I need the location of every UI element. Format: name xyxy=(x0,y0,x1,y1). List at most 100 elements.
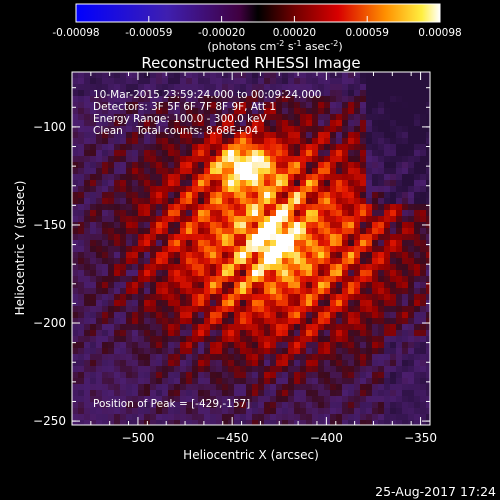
heatmap-cell xyxy=(84,384,91,391)
heatmap-cell xyxy=(288,402,295,409)
heatmap-cell xyxy=(336,396,343,403)
heatmap-cell xyxy=(264,270,271,277)
heatmap-cell xyxy=(414,348,421,355)
heatmap-cell xyxy=(192,282,199,289)
heatmap-cell xyxy=(138,198,145,205)
heatmap-cell xyxy=(156,120,163,127)
heatmap-cell xyxy=(204,294,211,301)
heatmap-cell xyxy=(78,402,85,409)
heatmap-cell xyxy=(72,102,79,109)
heatmap-cell xyxy=(270,408,277,415)
heatmap-cell xyxy=(126,264,133,271)
heatmap-cell xyxy=(348,114,355,121)
heatmap-cell xyxy=(270,306,277,313)
heatmap-cell xyxy=(354,378,361,385)
heatmap-cell xyxy=(354,246,361,253)
heatmap-cell xyxy=(318,228,325,235)
heatmap-cell xyxy=(300,132,307,139)
heatmap-cell xyxy=(228,210,235,217)
heatmap-cell xyxy=(246,342,253,349)
heatmap-cell xyxy=(402,150,409,157)
heatmap-cell xyxy=(306,72,313,79)
heatmap-cell xyxy=(114,318,121,325)
heatmap-cell xyxy=(90,300,97,307)
heatmap-cell xyxy=(294,408,301,415)
heatmap-cell xyxy=(96,120,103,127)
heatmap-cell xyxy=(408,378,415,385)
heatmap-cell xyxy=(330,378,337,385)
heatmap-cell xyxy=(324,174,331,181)
heatmap-cell xyxy=(312,300,319,307)
heatmap-cell xyxy=(264,126,271,133)
heatmap-cell xyxy=(96,126,103,133)
heatmap-cell xyxy=(294,402,301,409)
heatmap-cell xyxy=(198,342,205,349)
heatmap-cell xyxy=(246,366,253,373)
heatmap-cell xyxy=(426,240,430,247)
heatmap-cell xyxy=(78,252,85,259)
x-tick-label: −400 xyxy=(310,431,343,445)
heatmap-cell xyxy=(384,336,391,343)
heatmap-cell xyxy=(180,246,187,253)
heatmap-cell xyxy=(294,318,301,325)
heatmap-cell xyxy=(378,126,385,133)
heatmap-cell xyxy=(222,372,229,379)
heatmap-cell xyxy=(258,72,265,79)
heatmap-cell xyxy=(132,282,139,289)
heatmap-cell xyxy=(276,132,283,139)
heatmap-cell xyxy=(114,216,121,223)
heatmap-cell xyxy=(72,240,79,247)
heatmap-cell xyxy=(378,180,385,187)
heatmap-cell xyxy=(222,384,229,391)
heatmap-cell xyxy=(72,198,79,205)
heatmap-cell xyxy=(168,402,175,409)
heatmap-cell xyxy=(294,300,301,307)
heatmap-cell xyxy=(318,102,325,109)
heatmap-cell xyxy=(396,408,403,415)
heatmap-cell xyxy=(294,354,301,361)
heatmap-cell xyxy=(204,402,211,409)
heatmap-cell xyxy=(366,384,373,391)
heatmap-cell xyxy=(132,396,139,403)
heatmap-cell xyxy=(390,252,397,259)
heatmap-cell xyxy=(270,240,277,247)
heatmap-cell xyxy=(282,240,289,247)
heatmap-cell xyxy=(234,228,241,235)
heatmap-cell xyxy=(102,228,109,235)
heatmap-cell xyxy=(186,150,193,157)
heatmap-cell xyxy=(246,288,253,295)
heatmap-cell xyxy=(372,156,379,163)
heatmap-cell xyxy=(132,168,139,175)
heatmap-cell xyxy=(270,84,277,91)
heatmap-cell xyxy=(114,186,121,193)
heatmap-cell xyxy=(378,210,385,217)
heatmap-cell xyxy=(390,354,397,361)
heatmap-cell xyxy=(390,330,397,337)
heatmap-cell xyxy=(108,288,115,295)
heatmap-cell xyxy=(90,168,97,175)
heatmap-cell xyxy=(252,420,259,425)
heatmap-cell xyxy=(336,408,343,415)
heatmap-cell xyxy=(402,246,409,253)
heatmap-cell xyxy=(84,282,91,289)
heatmap-cell xyxy=(276,84,283,91)
heatmap-cell xyxy=(90,108,97,115)
heatmap-cell xyxy=(186,216,193,223)
heatmap-cell xyxy=(228,288,235,295)
heatmap-cell xyxy=(246,132,253,139)
heatmap-cell xyxy=(192,210,199,217)
heatmap-cell xyxy=(348,138,355,145)
heatmap-cell xyxy=(90,408,97,415)
heatmap-cell xyxy=(132,216,139,223)
heatmap-cell xyxy=(372,348,379,355)
heatmap-cell xyxy=(198,240,205,247)
heatmap-cell xyxy=(132,72,139,79)
heatmap-cell xyxy=(102,150,109,157)
heatmap-cell xyxy=(72,180,79,187)
heatmap-cell xyxy=(240,114,247,121)
heatmap-cell xyxy=(198,186,205,193)
heatmap-cell xyxy=(114,378,121,385)
heatmap-cell xyxy=(384,366,391,373)
heatmap-cell xyxy=(420,360,427,367)
heatmap-cell xyxy=(324,354,331,361)
